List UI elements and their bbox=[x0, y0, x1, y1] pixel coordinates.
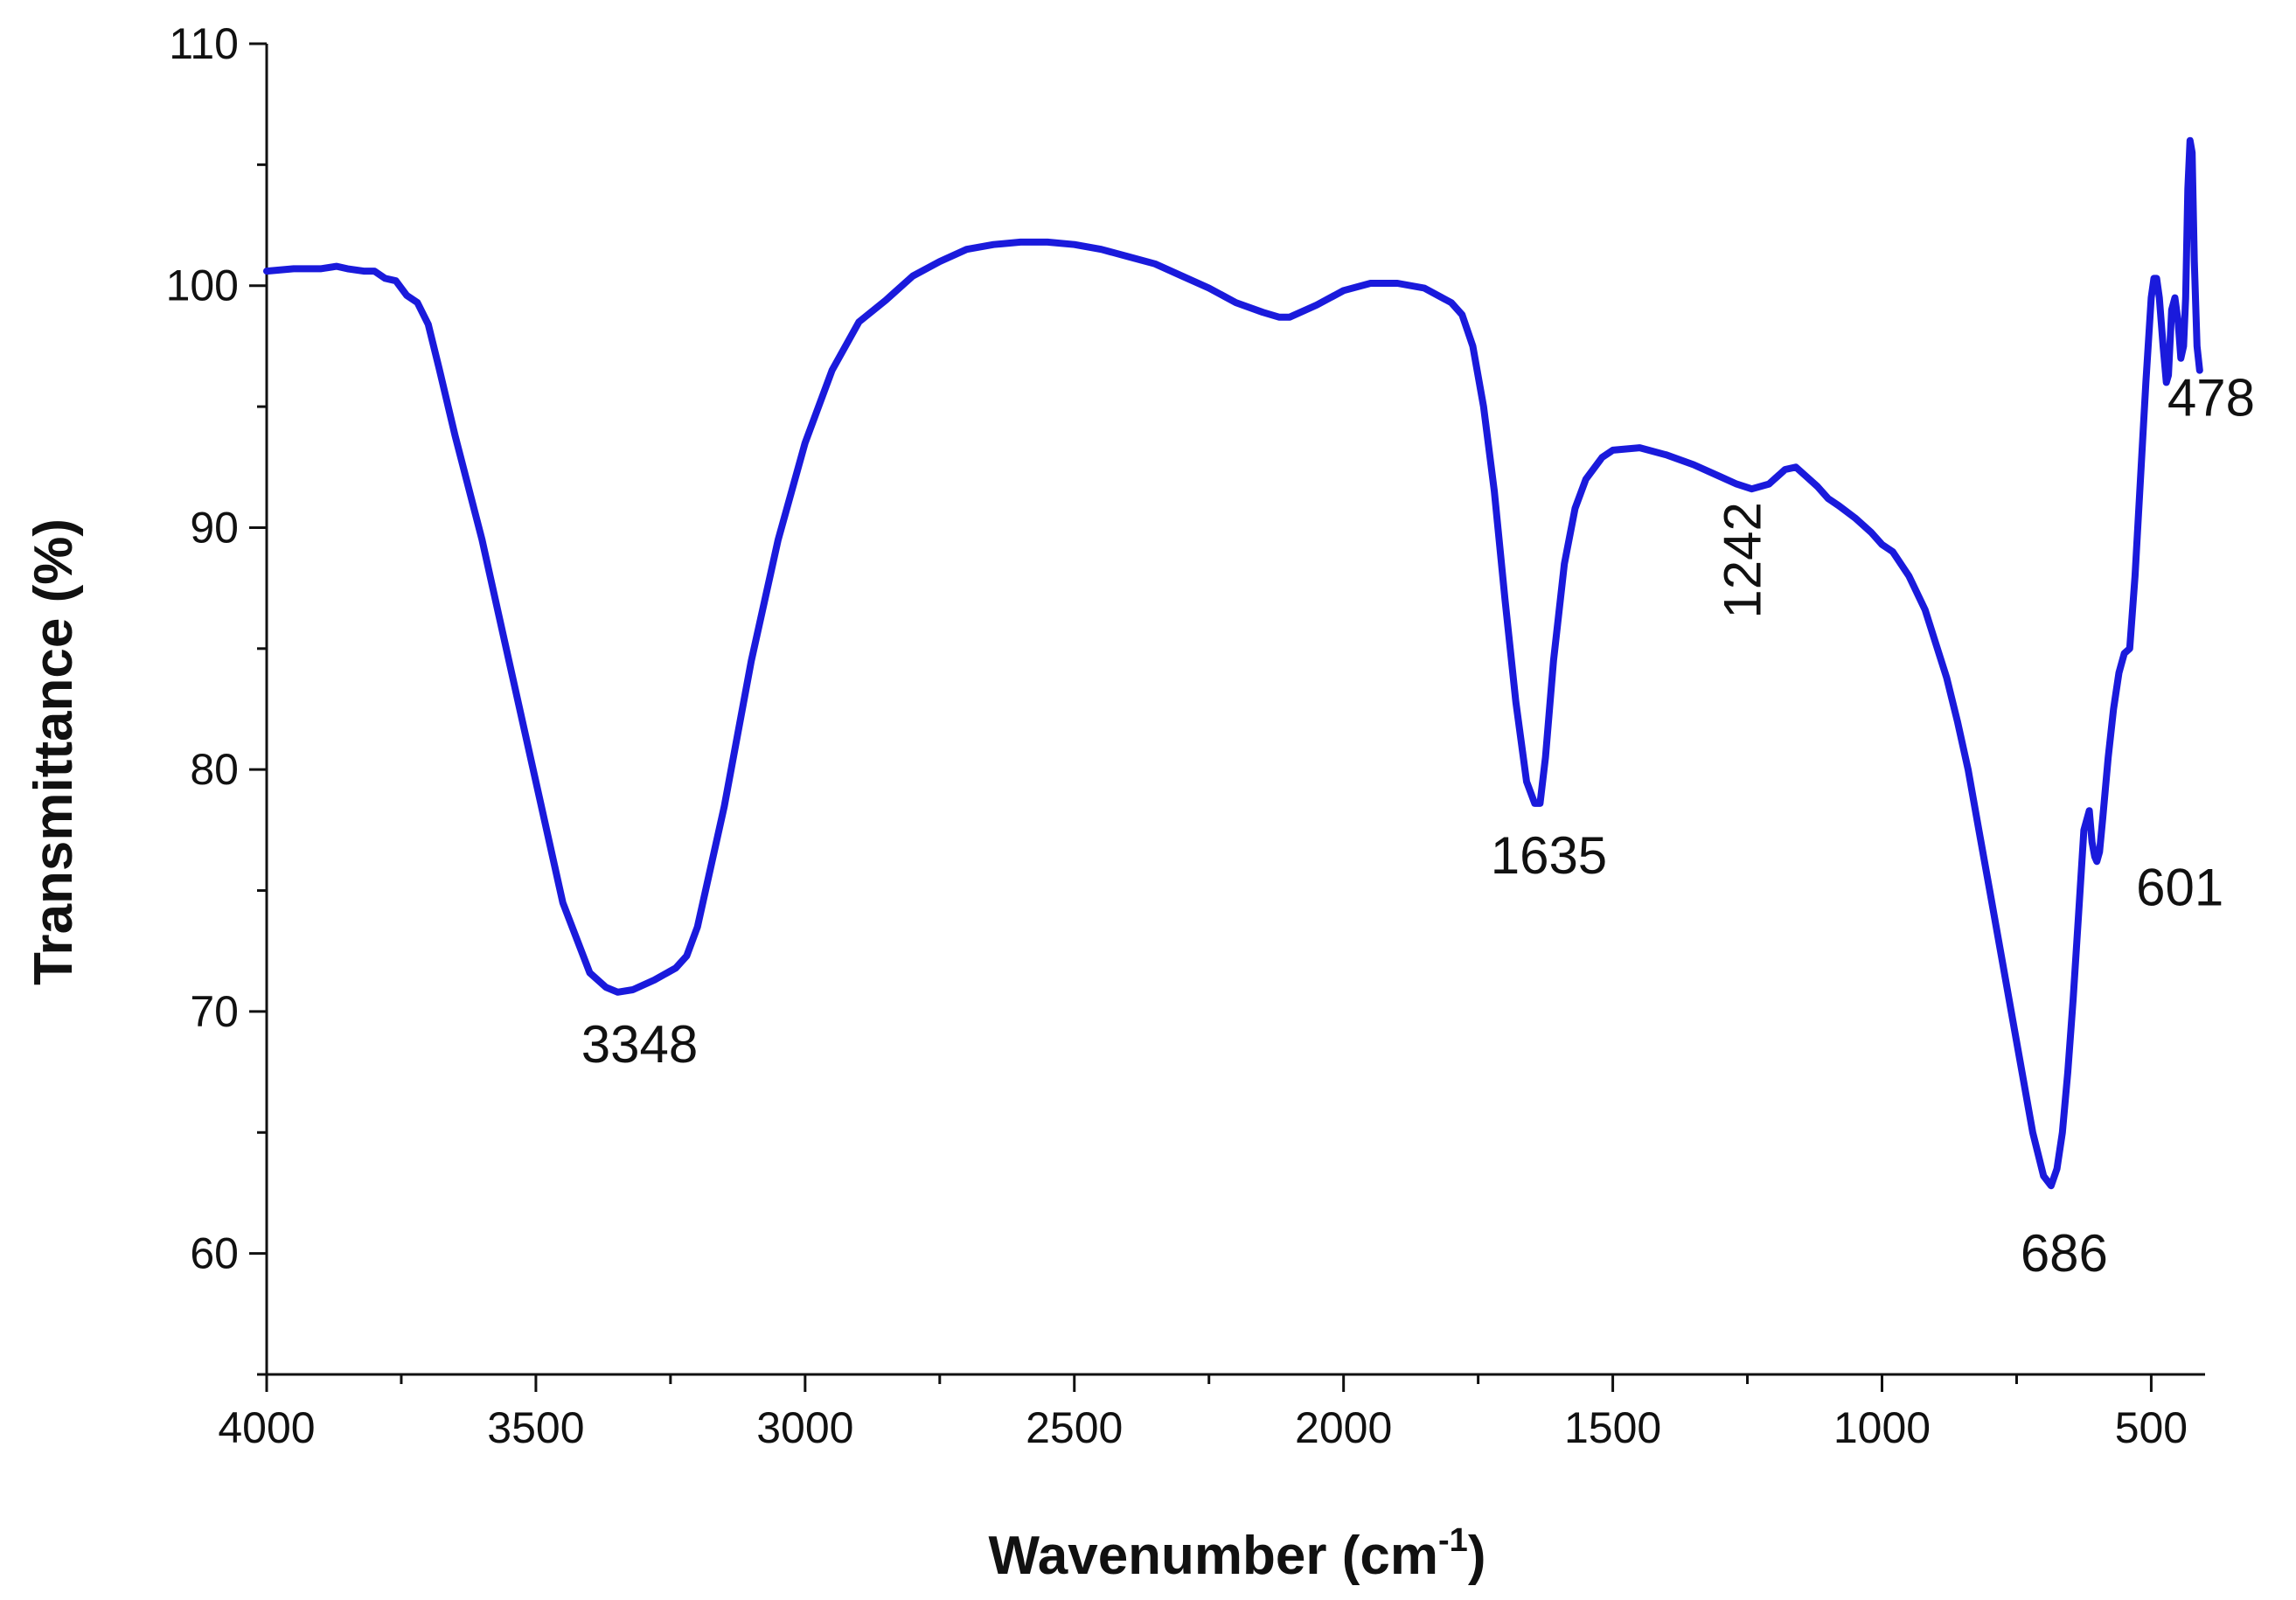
peak-label: 601 bbox=[2136, 858, 2223, 916]
x-axis-title-superscript: -1 bbox=[1438, 1522, 1468, 1559]
x-axis-title-close: ) bbox=[1468, 1526, 1486, 1586]
peak-label: 686 bbox=[2021, 1224, 2108, 1283]
x-tick-label: 500 bbox=[2115, 1403, 2188, 1452]
y-tick-label: 110 bbox=[169, 19, 239, 68]
series-line bbox=[263, 136, 2203, 1190]
x-tick-label: 1500 bbox=[1564, 1403, 1661, 1452]
peak-label: 478 bbox=[2167, 368, 2255, 427]
x-tick-label: 3000 bbox=[756, 1403, 853, 1452]
x-axis-ticks: 4000 3500 3000 2500 2000 1500 1000 500 bbox=[218, 1374, 2188, 1452]
peak-annotations: 3348 1635 1242 686 601 478 bbox=[581, 368, 2255, 1283]
x-tick-label: 2500 bbox=[1026, 1403, 1123, 1452]
y-tick-label: 90 bbox=[190, 503, 239, 552]
x-tick-label: 4000 bbox=[218, 1403, 315, 1452]
peak-label: 3348 bbox=[581, 1015, 698, 1074]
axes bbox=[265, 44, 2205, 1376]
x-tick-label: 2000 bbox=[1295, 1403, 1392, 1452]
x-tick-label: 1000 bbox=[1833, 1403, 1931, 1452]
x-axis-title-main: Wavenumber (cm bbox=[989, 1526, 1439, 1586]
series-layer bbox=[263, 136, 2203, 1190]
y-tick-label: 100 bbox=[166, 261, 239, 310]
y-tick-label: 80 bbox=[190, 745, 239, 794]
y-tick-label: 60 bbox=[190, 1229, 239, 1278]
y-axis-title: Transmittance (%) bbox=[24, 518, 84, 985]
x-tick-label: 3500 bbox=[487, 1403, 584, 1452]
peak-label: 1635 bbox=[1491, 826, 1607, 885]
y-axis-ticks: 60 70 80 90 100 110 bbox=[166, 19, 267, 1376]
x-axis-title: Wavenumber (cm-1) bbox=[989, 1522, 1486, 1586]
peak-label: 1242 bbox=[1713, 502, 1771, 618]
y-tick-label: 70 bbox=[190, 987, 239, 1036]
